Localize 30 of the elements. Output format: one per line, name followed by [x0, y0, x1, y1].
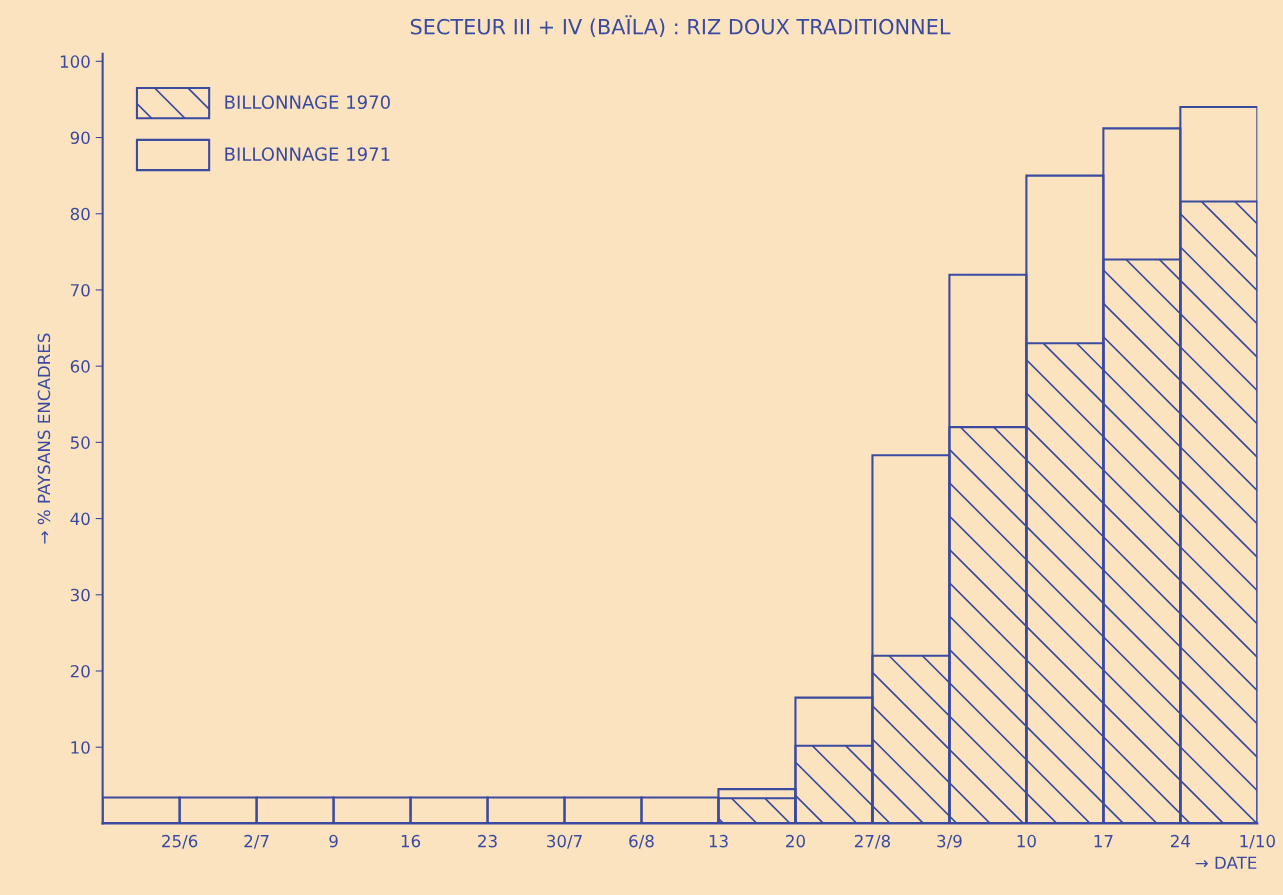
x-tick-label: 30/7 [547, 834, 582, 849]
x-tick-label: 10 [1017, 834, 1036, 848]
y-tick-label: 30 [70, 588, 90, 602]
x-tick-label: 24 [1170, 834, 1191, 848]
x-tick-label: 9 [329, 834, 338, 848]
x-tick-label: 6/8 [629, 834, 654, 849]
y-axis-title: → % PAYSANS ENCADRES [37, 333, 51, 544]
x-tick-label: 1/10 [1240, 834, 1275, 849]
y-tick-label: 40 [70, 512, 90, 526]
chart-title: SECTEUR III + IV (BAÏLA) : RIZ DOUX TRADITIONNEL [410, 15, 951, 37]
x-tick-label: 23 [478, 834, 497, 848]
x-tick-label: 13 [709, 834, 728, 848]
x-tick-label: 17 [1094, 835, 1113, 848]
x-tick-label: 2/7 [244, 834, 269, 849]
y-tick-label: 20 [70, 664, 90, 678]
x-axis-title: → DATE [1195, 856, 1257, 869]
legend-label: BILLONNAGE 1971 [225, 147, 390, 161]
x-tick-label: 20 [786, 834, 805, 848]
y-tick-label: 70 [70, 283, 90, 297]
x-tick-label: 16 [401, 834, 421, 848]
x-tick-label: 27/8 [854, 834, 891, 849]
x-tick-label: 25/6 [162, 834, 198, 849]
x-tick-label: 3/9 [937, 834, 962, 849]
y-tick-label: 50 [70, 436, 90, 449]
y-tick-label: 10 [71, 741, 90, 754]
y-tick-label: 80 [70, 207, 90, 221]
y-tick-label: 60 [70, 360, 90, 373]
y-tick-label: 100 [60, 55, 90, 68]
y-tick-label: 90 [70, 131, 90, 145]
legend-label: BILLONNAGE 1970 [225, 95, 390, 110]
